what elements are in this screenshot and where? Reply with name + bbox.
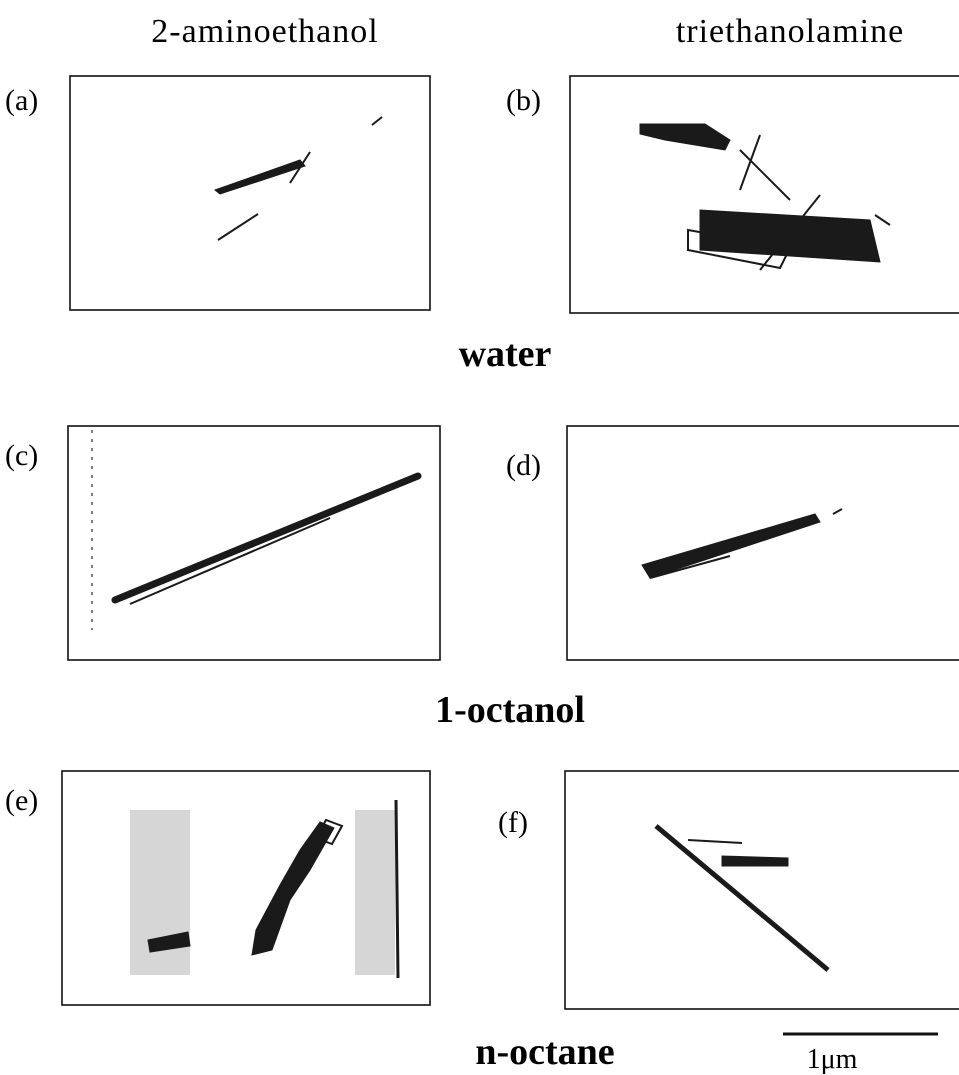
panel-label: (e) <box>5 784 38 817</box>
crystals <box>654 824 830 972</box>
panel-label: (d) <box>506 449 541 482</box>
column-header: triethanolamine <box>676 13 904 50</box>
crystals <box>130 799 400 979</box>
crystals <box>639 123 891 271</box>
column-header: 2-aminoethanol <box>151 13 378 50</box>
panel-label: (b) <box>506 84 541 117</box>
panel-label: (c) <box>5 439 38 472</box>
crystals <box>641 508 843 579</box>
crystals <box>91 430 422 630</box>
panel-f <box>564 770 959 1010</box>
crystals <box>213 116 383 241</box>
row-label: water <box>459 333 552 375</box>
scale-bar-label: 1μm <box>807 1044 858 1075</box>
row-label: 1-octanol <box>435 689 585 731</box>
panel-d <box>566 425 959 661</box>
panel-b <box>569 75 959 314</box>
panel-a <box>69 75 431 311</box>
row-label: n-octane <box>475 1031 614 1073</box>
panel-label: (f) <box>498 806 528 839</box>
panel-label: (a) <box>5 84 38 117</box>
